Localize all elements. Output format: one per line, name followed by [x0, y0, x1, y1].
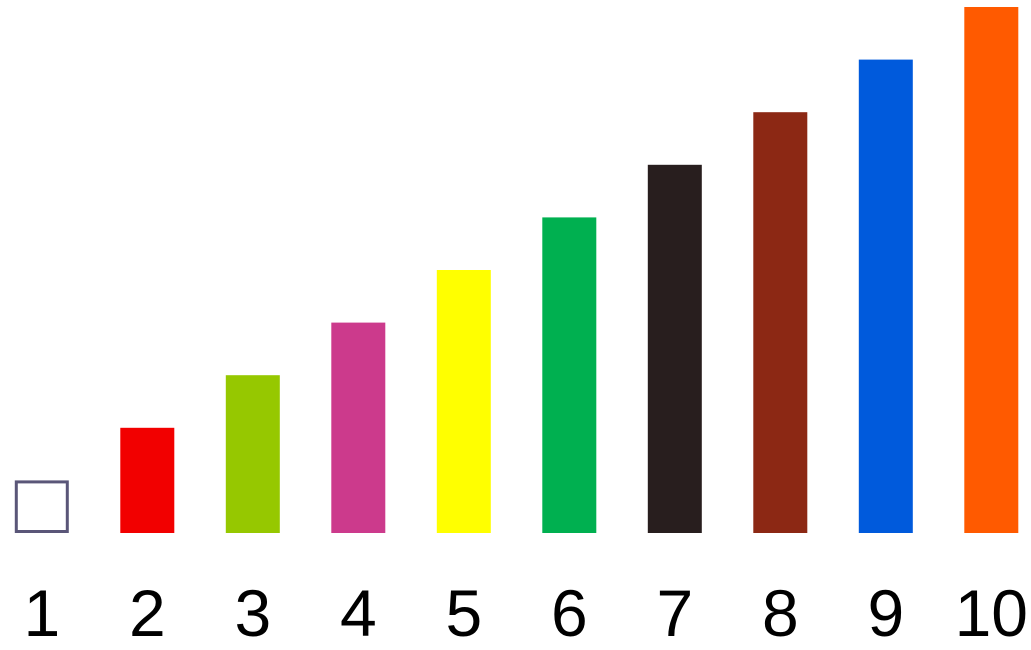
tick-label-6: 6 [551, 576, 588, 650]
bar-10 [964, 7, 1019, 533]
tick-label-9: 9 [867, 576, 904, 650]
bar-6 [542, 217, 597, 533]
tick-label-10: 10 [955, 576, 1028, 650]
tick-label-3: 3 [234, 576, 271, 650]
tick-label-4: 4 [340, 576, 377, 650]
bar-7 [647, 164, 702, 534]
tick-label-5: 5 [445, 576, 482, 650]
bar-4 [331, 322, 386, 533]
tick-label-7: 7 [656, 576, 693, 650]
bar-2 [120, 427, 175, 533]
bar-3 [225, 375, 280, 533]
tick-label-2: 2 [129, 576, 166, 650]
tick-labels-group: 1 2 3 4 5 6 7 8 9 10 [23, 576, 1028, 650]
tick-label-8: 8 [762, 576, 799, 650]
tick-label-1: 1 [23, 576, 60, 650]
bar-8 [753, 112, 808, 533]
bar-5 [436, 270, 491, 533]
bar-1 [14, 480, 69, 533]
bar-9 [858, 59, 913, 533]
bars-group [14, 7, 1019, 534]
